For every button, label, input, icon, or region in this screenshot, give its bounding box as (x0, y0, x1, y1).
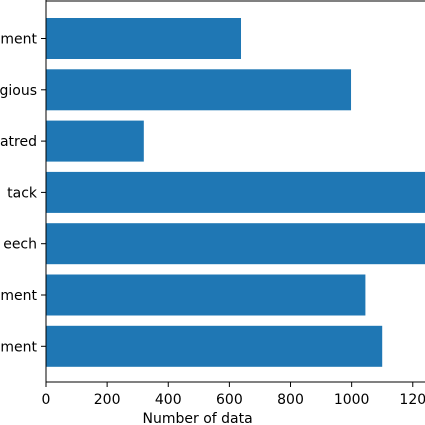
x-tick-label: 1000 (334, 392, 370, 408)
category-label: ment (0, 32, 37, 48)
x-tick-label: 400 (155, 392, 182, 408)
category-label: ment (0, 339, 37, 355)
category-label: eech (3, 237, 37, 253)
category-label: ment (0, 288, 37, 304)
x-tick-label: 200 (94, 392, 121, 408)
category-label: igious (0, 83, 37, 99)
category-label: tack (7, 185, 38, 201)
x-tick-label: 120 (399, 392, 425, 408)
category-label: atred (0, 134, 37, 150)
x-ticks: 0 200 400 600 800 1000 120 (42, 382, 425, 408)
bars-group (46, 18, 425, 367)
bar (46, 69, 352, 111)
x-tick-label: 800 (277, 392, 304, 408)
category-labels: ment igious atred tack eech ment ment (0, 32, 46, 355)
bar (46, 274, 366, 316)
x-axis-title: Number of data (143, 411, 253, 425)
x-tick-label: 0 (42, 392, 51, 408)
bar (46, 120, 144, 162)
bar (46, 18, 242, 59)
bar (46, 223, 425, 265)
x-tick-label: 600 (216, 392, 243, 408)
bar (46, 171, 425, 213)
bar (46, 325, 383, 367)
